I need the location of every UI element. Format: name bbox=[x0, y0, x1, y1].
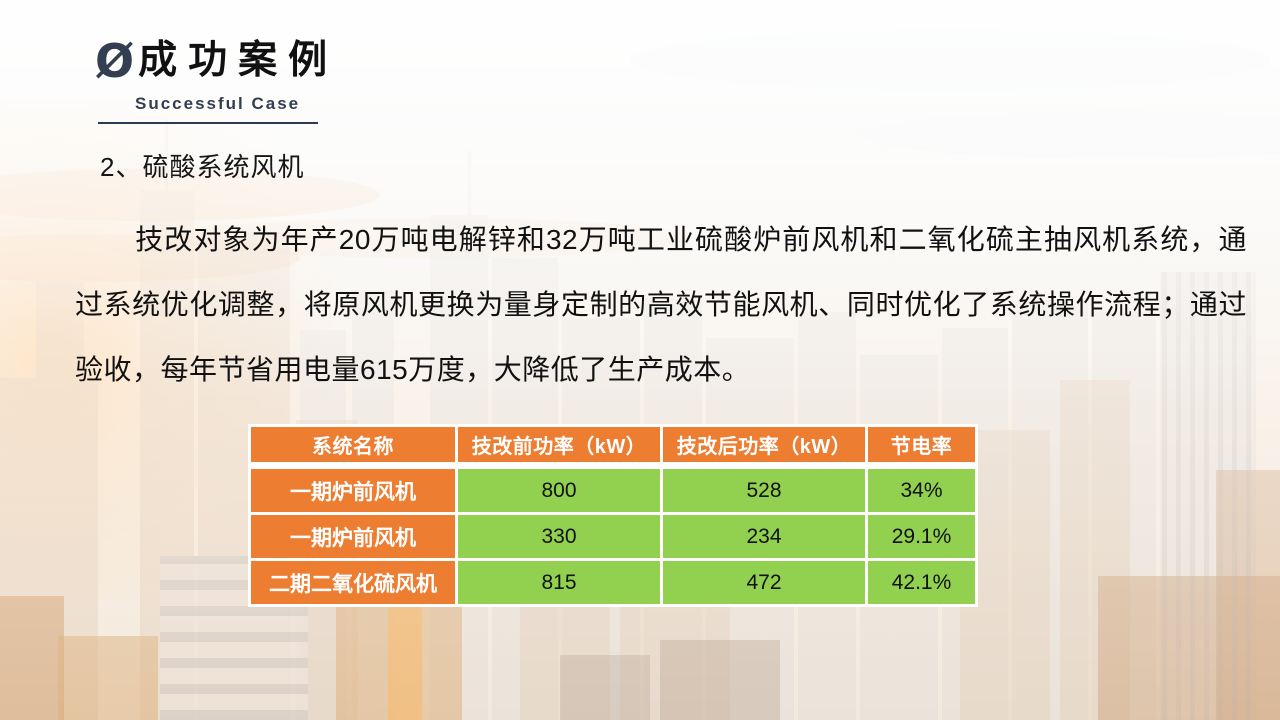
section-heading: 2、硫酸系统风机 bbox=[100, 152, 305, 182]
body-paragraph: 技改对象为年产20万吨电解锌和32万吨工业硫酸炉前风机和二氧化硫主抽风机系统，通… bbox=[75, 224, 1247, 385]
header-system-name: 系统名称 bbox=[251, 427, 455, 466]
cell-system-name: 二期二氧化硫风机 bbox=[251, 561, 455, 604]
cell-power-before: 330 bbox=[458, 515, 660, 558]
title-block: Ø 成功案例 Successful Case bbox=[95, 38, 338, 124]
cell-power-before: 815 bbox=[458, 561, 660, 604]
table-header-row: 系统名称 技改前功率（kW） 技改后功率（kW） 节电率 bbox=[251, 427, 975, 466]
cell-system-name: 一期炉前风机 bbox=[251, 469, 455, 512]
cell-power-after: 528 bbox=[663, 469, 865, 512]
page-title: 成功案例 bbox=[138, 38, 339, 82]
cell-saving-rate: 29.1% bbox=[868, 515, 975, 558]
cell-power-after: 234 bbox=[663, 515, 865, 558]
subtitle-underline bbox=[98, 122, 318, 124]
cell-saving-rate: 34% bbox=[868, 469, 975, 512]
table-row: 一期炉前风机 800 528 34% bbox=[251, 469, 975, 512]
cell-power-before: 800 bbox=[458, 469, 660, 512]
cell-system-name: 一期炉前风机 bbox=[251, 515, 455, 558]
header-power-after: 技改后功率（kW） bbox=[663, 427, 865, 466]
page-subtitle: Successful Case bbox=[135, 94, 301, 113]
table-row: 一期炉前风机 330 234 29.1% bbox=[251, 515, 975, 558]
table-row: 二期二氧化硫风机 815 472 42.1% bbox=[251, 561, 975, 604]
slashed-circle-icon: Ø bbox=[95, 34, 135, 88]
results-table: 系统名称 技改前功率（kW） 技改后功率（kW） 节电率 一期炉前风机 800 … bbox=[248, 424, 978, 607]
cell-saving-rate: 42.1% bbox=[868, 561, 975, 604]
header-saving-rate: 节电率 bbox=[868, 427, 975, 466]
cell-power-after: 472 bbox=[663, 561, 865, 604]
header-power-before: 技改前功率（kW） bbox=[458, 427, 660, 466]
